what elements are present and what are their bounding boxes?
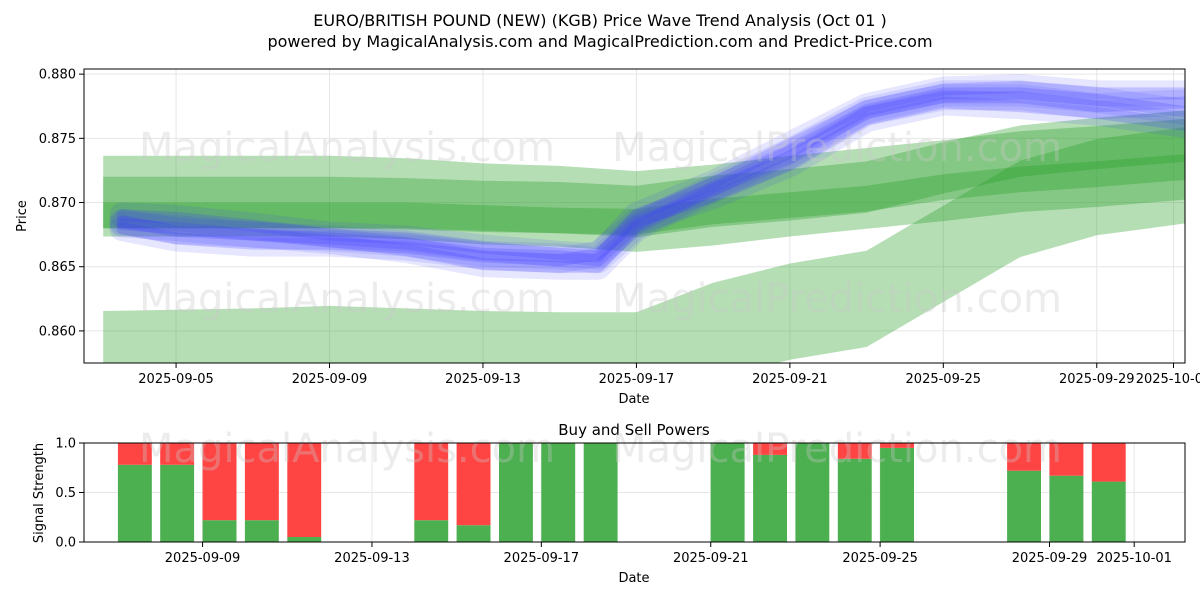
price-y-tick-label: 0.870: [39, 196, 76, 211]
blue-wave-glow: [109, 84, 1185, 280]
sell-bar: [414, 443, 449, 521]
price-y-tick-label: 0.860: [39, 324, 76, 339]
watermark-prediction-bottom: MagicalPrediction.com: [612, 426, 1062, 472]
blue-wave-glow: [109, 80, 1185, 274]
price-x-tick-label: 2025-09-29: [1059, 372, 1135, 387]
buy-bar: [541, 443, 576, 542]
green-trend-band: [103, 118, 1185, 252]
buy-bar: [753, 454, 787, 542]
green-trend-band: [103, 127, 1185, 363]
blue-wave-series: [109, 74, 1185, 280]
buy-sell-x-tick-label: 2025-09-17: [504, 551, 580, 566]
sell-bar: [202, 443, 237, 521]
buy-sell-y-tick-label: 1.0: [55, 437, 76, 452]
buy-sell-x-tick-label: 2025-09-29: [1012, 551, 1088, 566]
buy-bar: [1091, 481, 1126, 542]
buy-bar: [1007, 470, 1041, 542]
buy-sell-y-tick-label: 0.0: [55, 536, 76, 551]
blue-wave-line: [116, 81, 1185, 263]
sell-bar: [837, 443, 872, 459]
buy-sell-y-tick-label: 0.5: [55, 486, 76, 501]
buy-bar: [202, 520, 237, 542]
sell-bar: [1091, 443, 1126, 482]
sell-bar: [160, 443, 195, 465]
sell-bar: [117, 443, 152, 465]
sell-bar: [1007, 443, 1041, 471]
chart-title-line1: EURO/BRITISH POUND (NEW) (KGB) Price Wav…: [313, 11, 886, 30]
buy-bar: [1049, 475, 1084, 542]
buy-sell-x-tick-label: 2025-09-21: [673, 551, 749, 566]
watermark-analysis-bottom: MagicalAnalysis.com: [139, 426, 555, 472]
watermark-analysis-middle: MagicalAnalysis.com: [139, 276, 555, 322]
chart-title-line2: powered by MagicalAnalysis.com and Magic…: [267, 32, 932, 51]
sell-bar: [880, 443, 914, 448]
price-x-tick-label: 2025-09-25: [906, 372, 982, 387]
sell-bar: [244, 443, 279, 521]
watermark-prediction-middle: MagicalPrediction.com: [612, 276, 1062, 322]
buy-bar: [160, 464, 195, 542]
buy-sell-x-tick-label: 2025-10-01: [1096, 551, 1172, 566]
price-y-tick-label: 0.880: [39, 68, 76, 83]
price-x-tick-label: 2025-10-01: [1136, 372, 1200, 387]
buy-sell-chart: Buy and Sell Powers MagicalAnalysis.com …: [32, 421, 1186, 586]
price-x-tick-label: 2025-09-21: [752, 372, 828, 387]
buy-sell-bars: [117, 443, 1126, 542]
price-chart: MagicalAnalysis.com MagicalPrediction.co…: [15, 68, 1200, 407]
buy-bar: [583, 443, 618, 542]
green-trend-band: [103, 110, 1185, 238]
price-y-axis-label: Price: [15, 200, 30, 232]
sell-bar: [1049, 443, 1084, 476]
price-x-tick-label: 2025-09-17: [599, 372, 675, 387]
buy-bar: [837, 458, 872, 542]
buy-sell-x-tick-label: 2025-09-13: [334, 551, 410, 566]
green-trend-band: [103, 154, 1185, 235]
price-grid: [84, 69, 1185, 363]
buy-bar: [117, 464, 152, 542]
buy-bar: [795, 443, 830, 542]
buy-sell-x-tick-label: 2025-09-25: [842, 551, 918, 566]
buy-bar: [244, 520, 279, 542]
blue-wave-line: [116, 87, 1185, 267]
buy-bar: [710, 443, 745, 542]
buy-sell-x-axis-label: Date: [618, 571, 649, 586]
buy-bar: [287, 537, 322, 542]
buy-sell-x-tick-label: 2025-09-09: [165, 551, 241, 566]
sell-bar: [456, 443, 491, 526]
sell-bar: [287, 443, 322, 537]
blue-wave-glow: [109, 89, 1185, 274]
watermark-prediction-top: MagicalPrediction.com: [612, 125, 1062, 171]
price-plot-frame: [83, 68, 1186, 364]
price-y-tick-label: 0.865: [39, 260, 76, 275]
price-axes: 2025-09-05 2025-09-09 2025-09-13 2025-09-17…: [39, 68, 1200, 387]
price-y-tick-label: 0.875: [39, 132, 76, 147]
sell-bar: [753, 443, 787, 455]
green-trend-bands: [103, 110, 1185, 363]
price-x-axis-label: Date: [618, 392, 649, 407]
blue-wave-line: [116, 91, 1185, 273]
buy-sell-axes: 2025-09-09 2025-09-13 2025-09-17 2025-09-21…: [55, 437, 1172, 567]
buy-bar: [456, 525, 491, 542]
blue-wave-line: [116, 96, 1185, 267]
watermark-analysis-top: MagicalAnalysis.com: [139, 125, 555, 171]
blue-wave-glow: [109, 74, 1185, 270]
price-x-tick-label: 2025-09-13: [445, 372, 521, 387]
price-x-tick-label: 2025-09-05: [138, 372, 214, 387]
buy-bar: [499, 443, 533, 542]
buy-bar: [414, 520, 449, 542]
buy-sell-y-axis-label: Signal Strength: [32, 443, 47, 543]
price-plot-background: [84, 69, 1185, 363]
buy-sell-title: Buy and Sell Powers: [558, 421, 710, 439]
buy-bar: [880, 447, 914, 542]
price-x-tick-label: 2025-09-09: [292, 372, 368, 387]
